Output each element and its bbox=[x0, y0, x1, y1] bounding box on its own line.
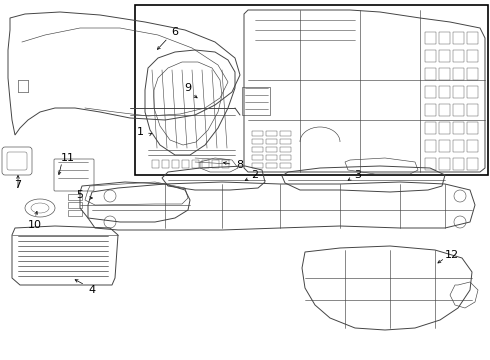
Bar bbox=[439, 104, 450, 116]
Bar bbox=[68, 194, 82, 200]
Bar bbox=[425, 50, 436, 62]
Bar bbox=[266, 139, 277, 144]
Bar bbox=[192, 160, 199, 168]
Bar bbox=[453, 50, 464, 62]
Text: 12: 12 bbox=[445, 250, 459, 260]
Bar bbox=[252, 155, 263, 160]
Bar bbox=[425, 122, 436, 134]
Bar bbox=[172, 160, 179, 168]
Bar bbox=[266, 155, 277, 160]
Bar bbox=[266, 147, 277, 152]
Bar bbox=[252, 147, 263, 152]
Bar bbox=[280, 131, 291, 136]
Bar bbox=[202, 160, 209, 168]
Bar bbox=[453, 86, 464, 98]
Bar bbox=[68, 210, 82, 216]
Text: 8: 8 bbox=[237, 160, 244, 170]
Bar bbox=[425, 32, 436, 44]
Bar bbox=[266, 163, 277, 168]
Text: 7: 7 bbox=[14, 180, 22, 190]
Bar bbox=[467, 140, 478, 152]
Text: 10: 10 bbox=[28, 220, 42, 230]
Bar bbox=[280, 139, 291, 144]
Bar bbox=[280, 147, 291, 152]
Bar bbox=[453, 158, 464, 170]
Bar bbox=[252, 139, 263, 144]
Bar bbox=[467, 104, 478, 116]
Bar bbox=[467, 50, 478, 62]
Bar bbox=[467, 68, 478, 80]
Bar bbox=[467, 158, 478, 170]
Bar bbox=[439, 50, 450, 62]
Bar bbox=[425, 86, 436, 98]
Text: 6: 6 bbox=[172, 27, 178, 37]
Bar bbox=[453, 122, 464, 134]
Text: 9: 9 bbox=[184, 83, 192, 93]
Text: 3: 3 bbox=[354, 170, 362, 180]
Bar bbox=[252, 163, 263, 168]
Bar bbox=[453, 32, 464, 44]
Bar bbox=[280, 155, 291, 160]
Bar bbox=[467, 32, 478, 44]
Bar bbox=[439, 32, 450, 44]
Bar bbox=[439, 86, 450, 98]
Bar bbox=[453, 104, 464, 116]
Text: 5: 5 bbox=[76, 190, 83, 200]
Bar bbox=[135, 5, 488, 175]
Bar bbox=[212, 160, 219, 168]
Text: 1: 1 bbox=[137, 127, 144, 137]
Bar bbox=[425, 104, 436, 116]
Bar bbox=[162, 160, 169, 168]
Bar bbox=[425, 158, 436, 170]
Bar bbox=[439, 68, 450, 80]
Bar bbox=[439, 158, 450, 170]
Bar bbox=[222, 160, 229, 168]
Bar bbox=[467, 122, 478, 134]
Bar bbox=[453, 140, 464, 152]
Bar bbox=[68, 202, 82, 208]
Bar bbox=[152, 160, 159, 168]
Bar bbox=[439, 140, 450, 152]
Bar bbox=[242, 87, 270, 115]
Text: 4: 4 bbox=[88, 285, 96, 295]
Bar bbox=[453, 68, 464, 80]
Text: 2: 2 bbox=[251, 170, 259, 180]
Bar bbox=[425, 140, 436, 152]
Bar bbox=[425, 68, 436, 80]
Bar bbox=[266, 131, 277, 136]
Bar bbox=[439, 122, 450, 134]
Text: 11: 11 bbox=[61, 153, 75, 163]
Bar bbox=[182, 160, 189, 168]
Bar bbox=[280, 163, 291, 168]
Bar bbox=[252, 131, 263, 136]
Bar bbox=[467, 86, 478, 98]
